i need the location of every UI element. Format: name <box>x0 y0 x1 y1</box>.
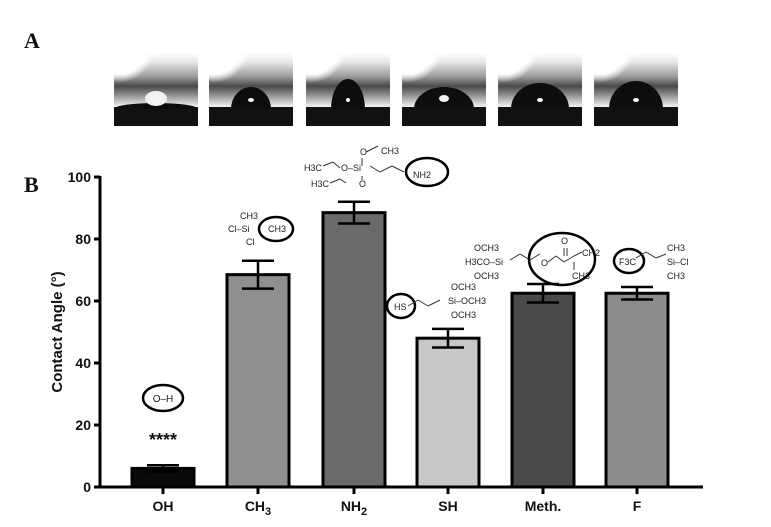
x-tick-label: CH3 <box>245 498 271 518</box>
y-tick-label: 80 <box>75 231 91 247</box>
structure-text: Si–OCH3 <box>448 296 486 306</box>
structure-text: H3CO–Si <box>465 257 503 267</box>
bar-meth <box>510 291 576 489</box>
error-bar <box>147 464 179 473</box>
droplet-image-3 <box>306 52 390 126</box>
structure-text: H3C <box>311 179 330 189</box>
ch3-structure-bottom: Cl <box>246 237 255 247</box>
nh2-highlight-circle <box>404 156 450 188</box>
oh-structure-label: O–H <box>153 394 174 405</box>
structure-text: O <box>541 258 548 268</box>
significance-stars: **** <box>149 430 177 450</box>
droplet-glint <box>439 95 449 102</box>
droplet-glint <box>145 90 167 106</box>
structure-text: CH3 <box>667 271 685 281</box>
structure-text: CH2 <box>582 248 600 258</box>
panel-label-a: A <box>24 28 40 53</box>
y-tick-label: 20 <box>75 417 91 433</box>
structure-text: O <box>360 147 367 157</box>
error-bar <box>432 327 464 349</box>
structure-text: OCH3 <box>474 271 499 281</box>
f-structure-label: F3C <box>619 257 637 267</box>
sh-highlight-circle <box>385 292 417 320</box>
ch3-structure-right: CH3 <box>268 224 286 234</box>
droplet-glint <box>633 97 639 102</box>
bar-nh2 <box>321 211 387 489</box>
ch3-highlight-circle <box>257 215 295 243</box>
droplet-image-4 <box>402 52 486 126</box>
y-tick-label: 40 <box>75 355 91 371</box>
droplet-glint <box>537 97 543 102</box>
y-tick-label: 60 <box>75 293 91 309</box>
droplet-image-2 <box>209 52 293 126</box>
y-tick-label: 100 <box>68 169 92 185</box>
error-bar <box>338 200 370 225</box>
chart-axes: 0 20 40 60 80 100 Contact Angle (°) OH CH3 NH2 SH M… <box>49 169 703 518</box>
error-bar <box>621 285 653 301</box>
bar-ch3 <box>225 273 291 489</box>
x-tick-label: OH <box>153 498 174 514</box>
structure-text: Si–Cl <box>667 257 689 267</box>
structure-text: OCH3 <box>451 310 476 320</box>
droplet-glint <box>248 97 254 102</box>
y-axis-label: Contact Angle (°) <box>49 271 66 392</box>
droplet-image-6 <box>594 52 678 126</box>
bar-f <box>604 291 670 489</box>
y-tick-label: 0 <box>83 479 91 495</box>
oh-highlight-circle <box>141 383 185 413</box>
droplet-glint <box>346 98 350 102</box>
panel-label-b: B <box>24 172 39 197</box>
structure-text: O <box>359 179 366 189</box>
chart-bars <box>130 200 670 489</box>
nh2-structure-label: NH2 <box>413 170 431 180</box>
error-bar <box>242 259 274 290</box>
sh-structure-label: HS <box>394 302 407 312</box>
x-tick-label: F <box>633 498 642 514</box>
structure-text: O <box>561 236 568 246</box>
structure-text: O–Si <box>341 163 361 173</box>
x-tick-label: Meth. <box>525 498 562 514</box>
ch3-structure-top: CH3 <box>240 211 258 221</box>
droplet-shape <box>114 103 198 109</box>
x-tick-label: NH2 <box>341 498 367 518</box>
structure-text: OCH3 <box>474 243 499 253</box>
droplet-image-1 <box>114 52 198 126</box>
x-tick-label: SH <box>438 498 457 514</box>
structure-text: CH3 <box>381 146 399 156</box>
bar-sh <box>415 336 481 489</box>
structure-text: H3C <box>304 163 323 173</box>
structure-text: CH3 <box>572 271 590 281</box>
f-highlight-circle <box>612 247 646 275</box>
meth-highlight-circle <box>527 231 597 287</box>
structure-text: CH3 <box>667 243 685 253</box>
droplet-image-5 <box>498 52 582 126</box>
structure-text: OCH3 <box>451 282 476 292</box>
ch3-structure-left: Cl–Si <box>228 224 250 234</box>
